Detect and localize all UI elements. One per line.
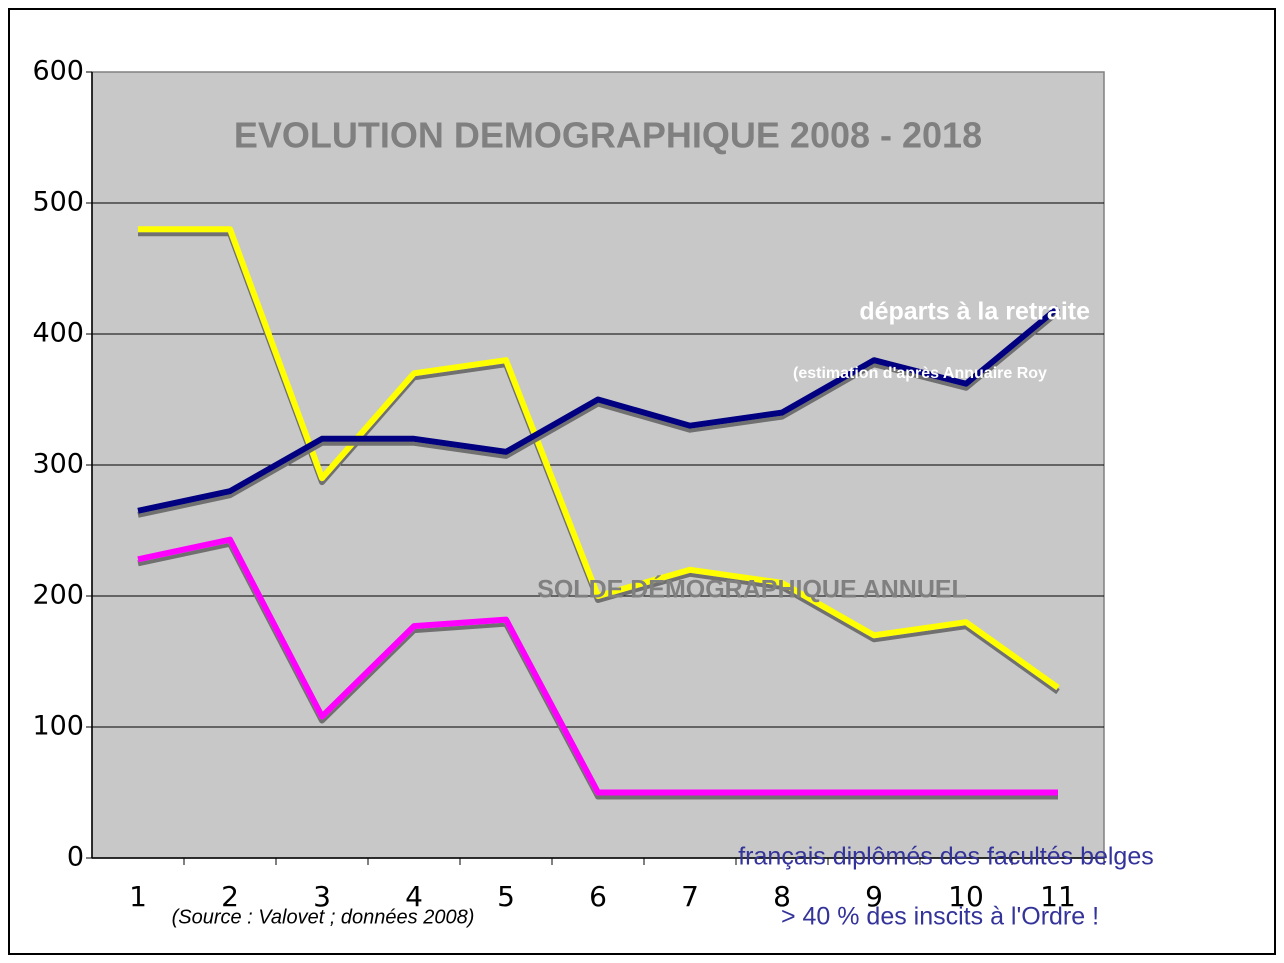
x-tick-label: 4: [405, 880, 423, 913]
y-tick-label: 200: [32, 580, 84, 611]
x-tick-label: 11: [1040, 880, 1076, 913]
annotation: français diplômés des facultés belges: [738, 843, 1154, 871]
y-tick-label: 600: [32, 56, 84, 87]
x-tick-label: 1: [129, 880, 147, 913]
x-tick-label: 3: [313, 880, 331, 913]
x-tick-label: 5: [497, 880, 515, 913]
x-tick-label: 7: [681, 880, 699, 913]
y-tick-label: 100: [32, 711, 84, 742]
annotation: > 40 % des inscits à l'Ordre !: [781, 903, 1099, 931]
y-tick-label: 500: [32, 187, 84, 218]
x-tick-label: 8: [773, 880, 791, 913]
x-tick-label: 6: [589, 880, 607, 913]
y-tick-label: 400: [32, 318, 84, 349]
annotation: (estimation d'après Annuaire Roy: [793, 365, 1047, 382]
x-tick-label: 9: [865, 880, 883, 913]
y-tick-label: 300: [32, 449, 84, 480]
annotation: départs à la retraite: [859, 298, 1090, 326]
y-tick-label: 0: [67, 842, 84, 873]
series-line: [138, 226, 1060, 691]
x-tick-label: 2: [221, 880, 239, 913]
chart-title: EVOLUTION DEMOGRAPHIQUE 2008 - 2018: [234, 115, 982, 156]
series-line: [137, 305, 1060, 514]
x-tick-label: 10: [948, 880, 984, 913]
annotation: SOLDE DÉMOGRAPHIQUE ANNUEL: [537, 575, 967, 604]
series-line: [137, 536, 1058, 796]
source-note: (Source : Valovet ; données 2008): [172, 906, 475, 928]
